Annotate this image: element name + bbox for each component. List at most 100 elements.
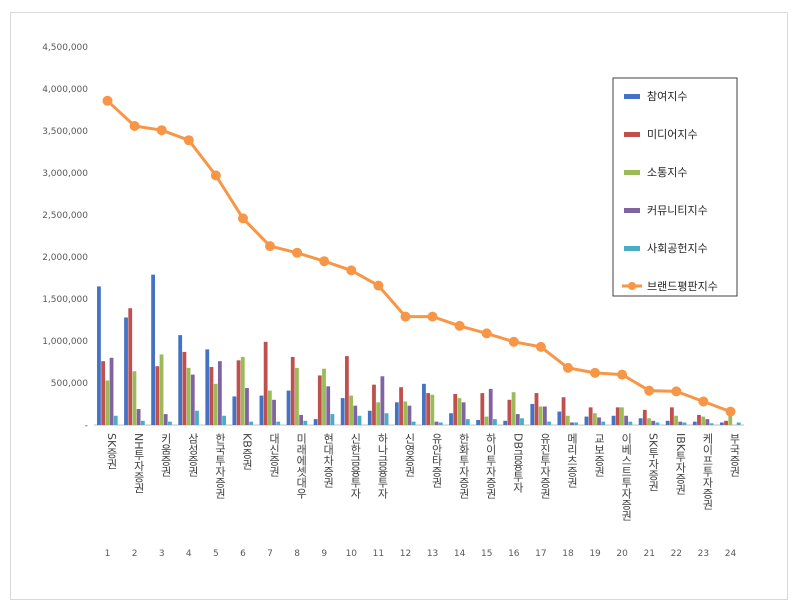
bar [267,390,272,425]
rank-label: 3 [159,549,165,559]
legend-swatch [624,170,640,175]
category-label: 하이투자증권 [484,432,497,499]
bar [674,415,678,425]
bar [163,414,168,425]
bar [101,361,106,425]
rank-label: 21 [643,549,654,559]
category-label: 부국증권 [728,433,741,477]
legend-label: 사회공헌지수 [647,242,708,255]
bar [488,388,493,425]
bar [592,413,597,425]
rank-label: 2 [132,549,138,559]
line-point [671,386,682,397]
bar [507,399,512,425]
y-tick-label: 3,000,000 [42,169,88,179]
bar [124,317,128,425]
bar [709,423,714,425]
bar [245,388,249,425]
bar [624,415,629,425]
bar [394,402,399,425]
bar [372,384,376,425]
bar [168,421,172,425]
rank-label: 11 [373,549,384,559]
bar [588,407,593,425]
bar [399,387,403,425]
bar [453,393,458,425]
bar [326,386,331,425]
bar [476,419,481,425]
bar [290,356,295,425]
legend-box [612,77,738,297]
rank-label: 10 [346,549,358,559]
category-label: 신한금융투자 [349,433,362,499]
rank-label: 17 [535,549,546,559]
legend-label: 브랜드평판지수 [647,280,718,293]
bar [493,419,497,425]
rank-label: 9 [321,549,327,559]
bar [570,422,574,425]
bar [538,406,543,425]
bar [322,368,326,425]
bar [317,375,322,425]
bar [353,405,358,425]
bar [132,371,137,425]
bar [313,419,318,425]
y-axis: - 500,000 1,000,000 1,500,000 2,000,000 2,500… [42,43,744,431]
bar [642,409,647,425]
legend-label: 소통지수 [647,166,687,179]
rank-label: 6 [240,549,246,559]
bar [113,415,118,425]
line-point [454,320,465,331]
y-tick-label: 3,500,000 [42,127,88,137]
bar [276,421,281,425]
line-point [698,396,709,407]
bar [638,418,643,425]
bar [222,415,226,425]
bar [628,421,633,425]
bar [411,421,416,425]
line-point [346,265,357,276]
bar [678,421,683,425]
bar [217,361,222,425]
category-label: 미래에셋대우 [295,433,308,499]
bar [182,351,187,425]
bar [584,416,589,425]
category-label: 신영증권 [403,433,416,477]
bar [611,415,616,425]
category-label: 한국투자증권 [213,433,226,499]
bar [620,407,624,425]
bar [682,422,687,425]
bar [697,414,701,425]
bar [357,415,362,425]
bar [155,366,160,425]
line-point [400,311,411,322]
y-tick-label: 4,000,000 [42,85,88,95]
bar [128,308,133,425]
line-point [373,280,384,291]
bar [384,413,389,425]
line-point [129,121,140,131]
rank-label: 14 [454,549,466,559]
bar [105,380,110,425]
bar [299,414,304,425]
category-label: 대신증권 [268,433,281,477]
bar [601,421,606,425]
rank-label: 23 [698,549,709,559]
bar [140,420,145,425]
bar [263,341,268,425]
category-label: 현대차증권 [322,433,335,488]
rank-label: 19 [589,549,601,559]
rank-label: 5 [213,549,219,559]
legend-swatch [624,246,640,251]
rank-label: 12 [400,549,411,559]
bar [655,422,660,425]
bar [480,393,485,425]
bar [109,357,114,425]
category-label: 키움증권 [159,433,172,477]
y-tick-label: 4,500,000 [42,43,88,53]
bar [665,420,670,425]
bar [724,420,728,425]
bar [344,356,349,425]
y-tick-label: 500,000 [51,379,88,389]
line-point [156,125,167,136]
